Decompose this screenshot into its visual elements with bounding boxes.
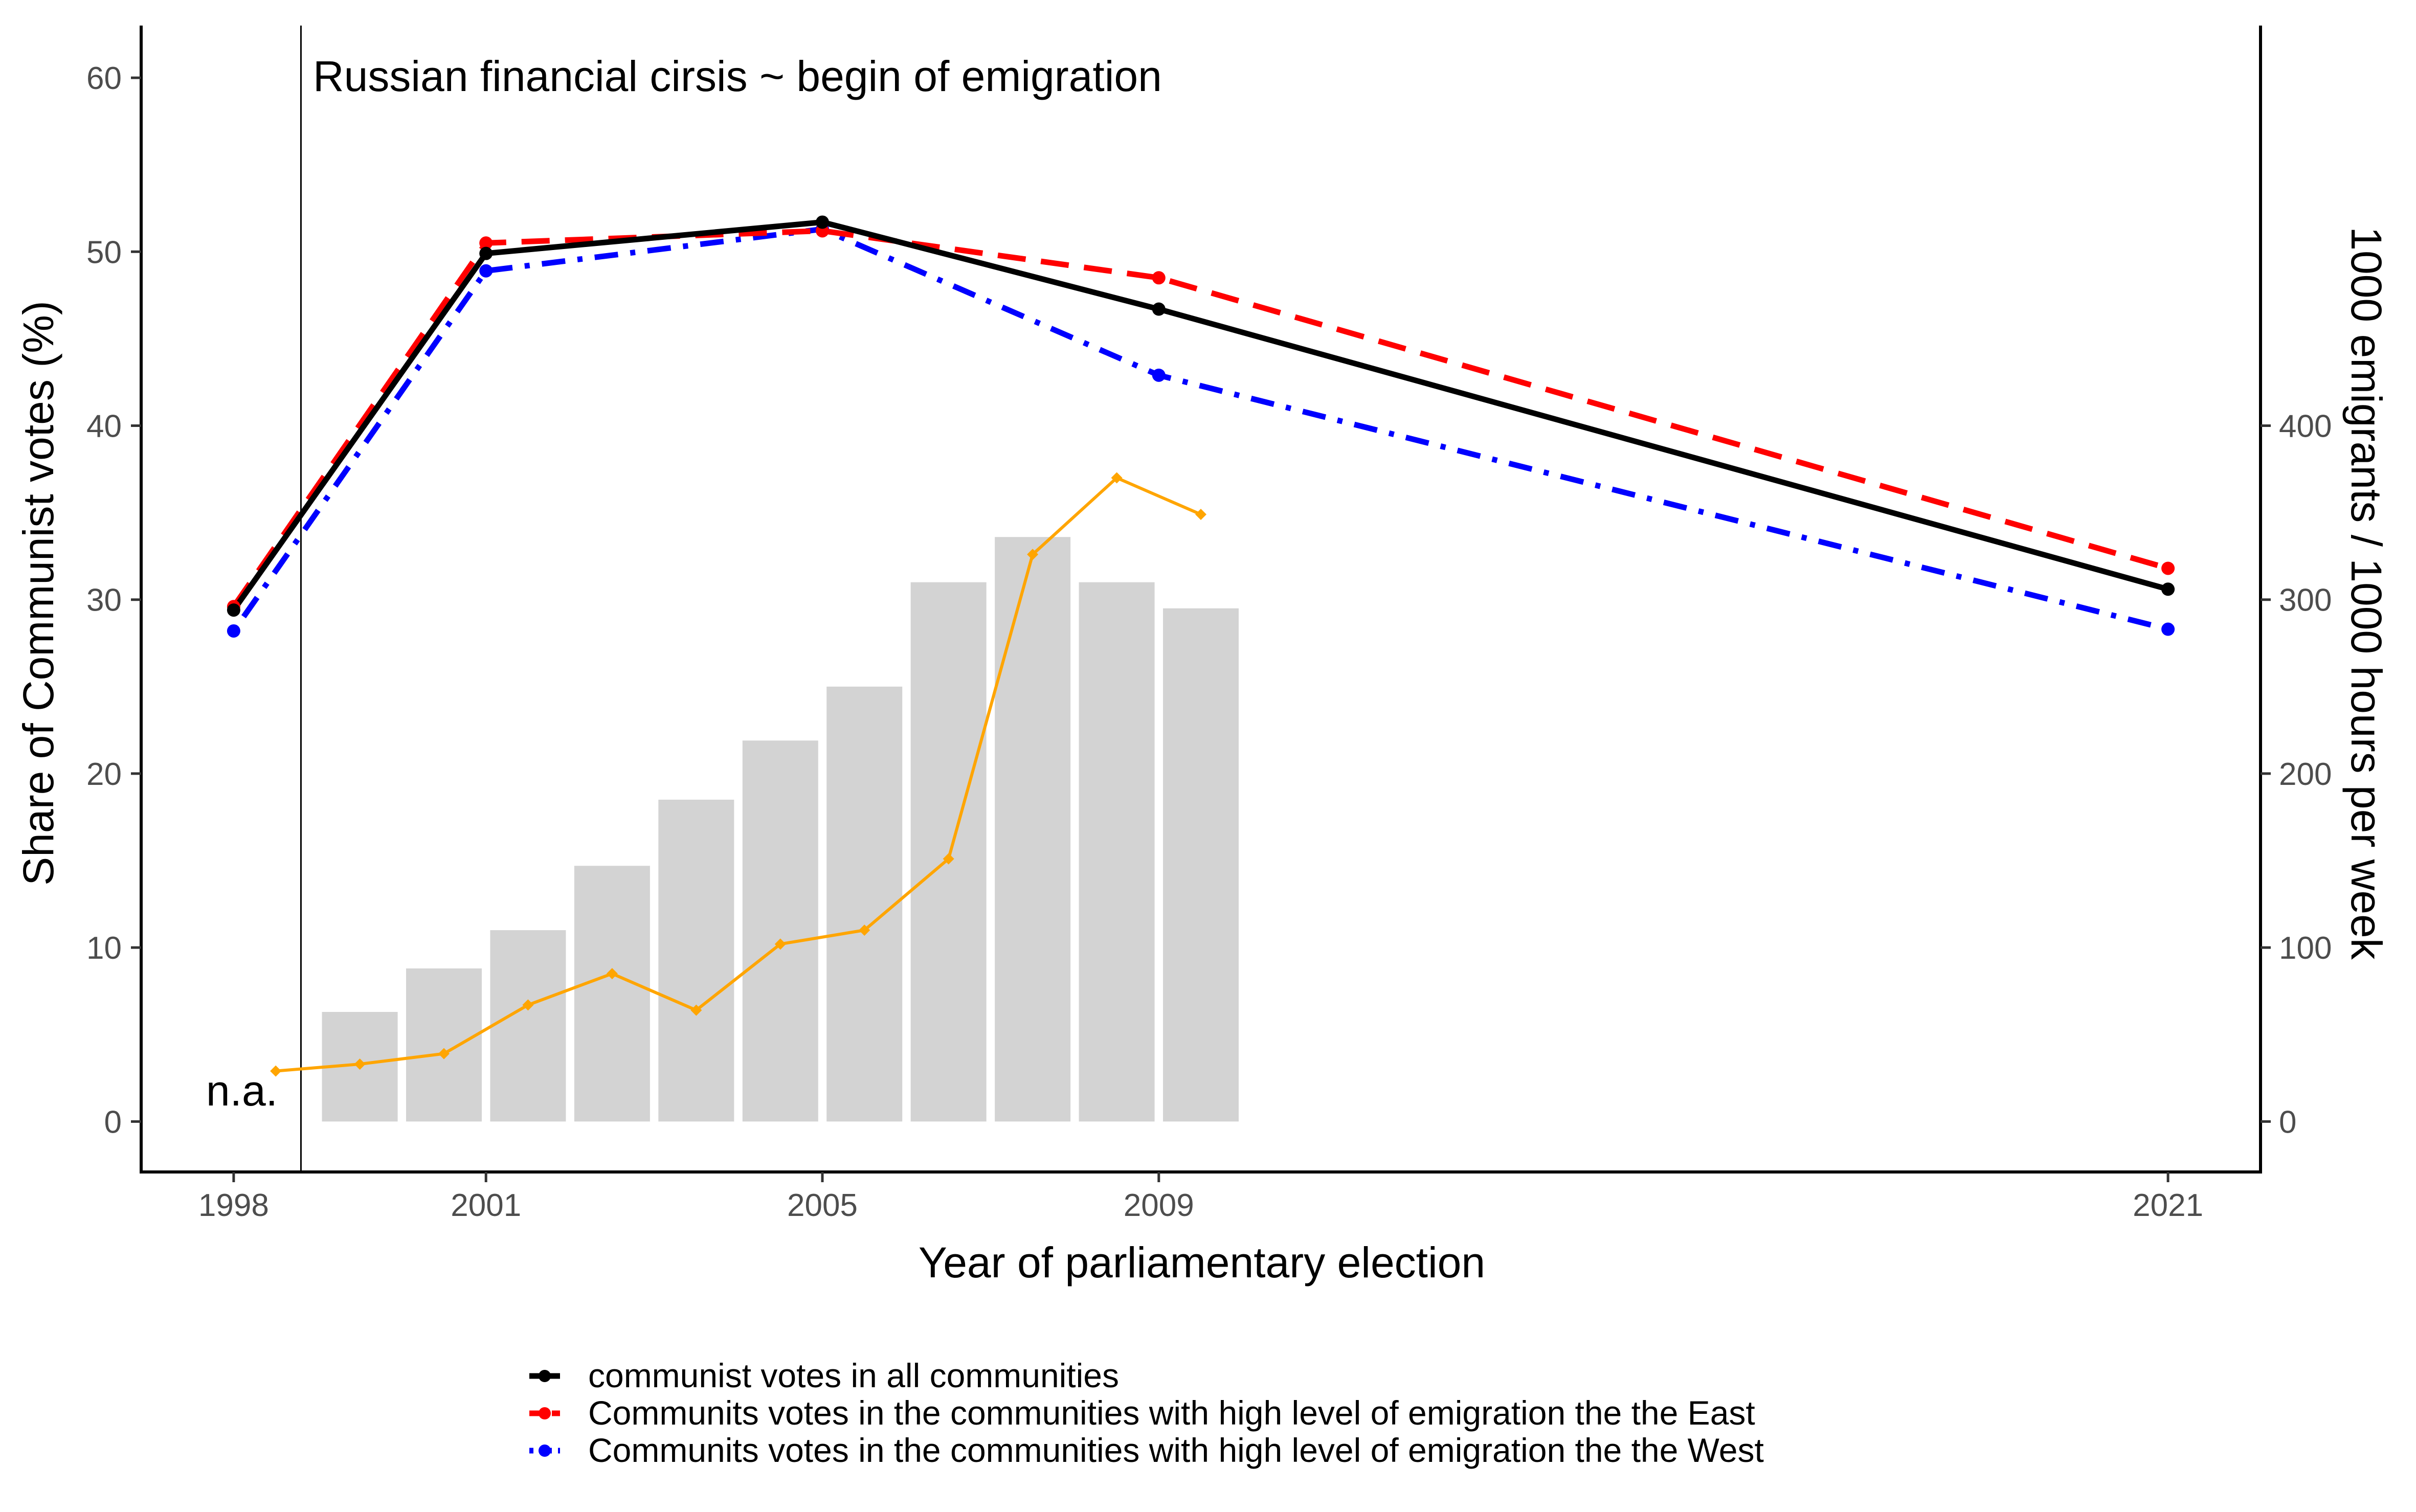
y2-tick-label: 300 bbox=[2279, 583, 2332, 618]
legend-label-west: Communits votes in the communities with … bbox=[588, 1431, 1764, 1469]
emigrants-bar bbox=[1079, 582, 1155, 1122]
annotation-na: n.a. bbox=[206, 1067, 278, 1115]
series-line-0 bbox=[231, 219, 2169, 612]
hours-point bbox=[354, 1058, 366, 1070]
series-point-2 bbox=[1152, 368, 1166, 382]
series-point-1 bbox=[479, 236, 493, 250]
y-tick-label: 50 bbox=[86, 235, 122, 270]
legend-item-east: Communits votes in the communities with … bbox=[529, 1394, 1755, 1432]
series-point-0 bbox=[2161, 582, 2175, 596]
hours-point bbox=[522, 999, 534, 1011]
y-tick-label: 40 bbox=[86, 409, 122, 444]
hours-point bbox=[1027, 549, 1039, 560]
legend-key-all-point bbox=[539, 1370, 551, 1382]
emigrants-bars bbox=[322, 537, 1239, 1122]
legend-key-west-point bbox=[539, 1445, 551, 1457]
hours-point bbox=[438, 1048, 450, 1059]
hours-point bbox=[1111, 472, 1123, 484]
hours-per-week-series bbox=[270, 472, 1206, 1077]
hours-point bbox=[270, 1065, 282, 1077]
series-line-1 bbox=[231, 228, 2169, 608]
x-axis-title: Year of parliamentary election bbox=[919, 1238, 1485, 1287]
series-point-0 bbox=[1152, 302, 1166, 316]
series-point-1 bbox=[1152, 271, 1166, 285]
emigrants-bar bbox=[1163, 608, 1239, 1122]
legend-item-west: Communits votes in the communities with … bbox=[529, 1431, 1764, 1469]
emigrants-bar bbox=[995, 537, 1071, 1122]
hours-point bbox=[606, 968, 618, 980]
legend-item-all: communist votes in all communities bbox=[529, 1357, 1119, 1394]
hours-point bbox=[774, 938, 786, 950]
x-tick-label: 2001 bbox=[451, 1188, 521, 1223]
emigrants-bar bbox=[406, 968, 482, 1122]
hours-point bbox=[943, 853, 954, 865]
emigrants-bar bbox=[574, 866, 650, 1122]
emigrants-bar bbox=[826, 686, 903, 1122]
y-tick-label: 30 bbox=[86, 583, 122, 618]
tick-labels: 0 10 20 30 40 50 60 0 100 200 300 400 1998 2001 2005 20… bbox=[86, 61, 2332, 1223]
y2-tick-label: 0 bbox=[2279, 1104, 2296, 1140]
emigrants-bar bbox=[658, 799, 734, 1122]
x-tick-label: 2009 bbox=[1124, 1188, 1194, 1223]
y-tick-label: 20 bbox=[86, 757, 122, 792]
y-tick-label: 60 bbox=[86, 61, 122, 96]
y2-axis-title: 1000 emigrants / 1000 hours per week bbox=[2342, 227, 2390, 960]
x-tick-label: 2005 bbox=[787, 1188, 858, 1223]
series-point-1 bbox=[2161, 561, 2175, 575]
legend-label-all: communist votes in all communities bbox=[588, 1357, 1119, 1394]
series-point-0 bbox=[479, 246, 493, 260]
emigrants-bar bbox=[742, 740, 818, 1122]
series-point-2 bbox=[2161, 622, 2175, 636]
legend-label-east: Communits votes in the communities with … bbox=[588, 1394, 1755, 1432]
emigrants-bar bbox=[910, 582, 987, 1122]
y-tick-label: 0 bbox=[104, 1104, 122, 1140]
emigrants-bar bbox=[490, 930, 566, 1122]
hours-line bbox=[275, 476, 1202, 1073]
y2-tick-label: 200 bbox=[2279, 757, 2332, 792]
series-point-2 bbox=[227, 624, 240, 638]
series-point-0 bbox=[816, 215, 829, 229]
annotation-crisis: Russian financial cirsis ~ begin of emig… bbox=[313, 52, 1162, 100]
y-tick-label: 10 bbox=[86, 931, 122, 966]
x-tick-label: 1998 bbox=[198, 1188, 269, 1223]
y2-tick-label: 100 bbox=[2279, 931, 2332, 966]
series-point-0 bbox=[227, 603, 240, 617]
series-line-2 bbox=[231, 226, 2169, 633]
y2-tick-label: 400 bbox=[2279, 409, 2332, 444]
hours-point bbox=[690, 1004, 702, 1016]
x-tick-label: 2021 bbox=[2133, 1188, 2203, 1223]
hours-point bbox=[859, 924, 870, 936]
y-axis-title: Share of Communist votes (%) bbox=[14, 301, 62, 886]
axes bbox=[131, 26, 2271, 1182]
legend-key-east-point bbox=[539, 1407, 551, 1419]
series-point-2 bbox=[479, 264, 493, 278]
legend: communist votes in all communities Commu… bbox=[529, 1357, 1764, 1469]
hours-point bbox=[1195, 508, 1206, 520]
vote-share-series bbox=[227, 215, 2175, 638]
